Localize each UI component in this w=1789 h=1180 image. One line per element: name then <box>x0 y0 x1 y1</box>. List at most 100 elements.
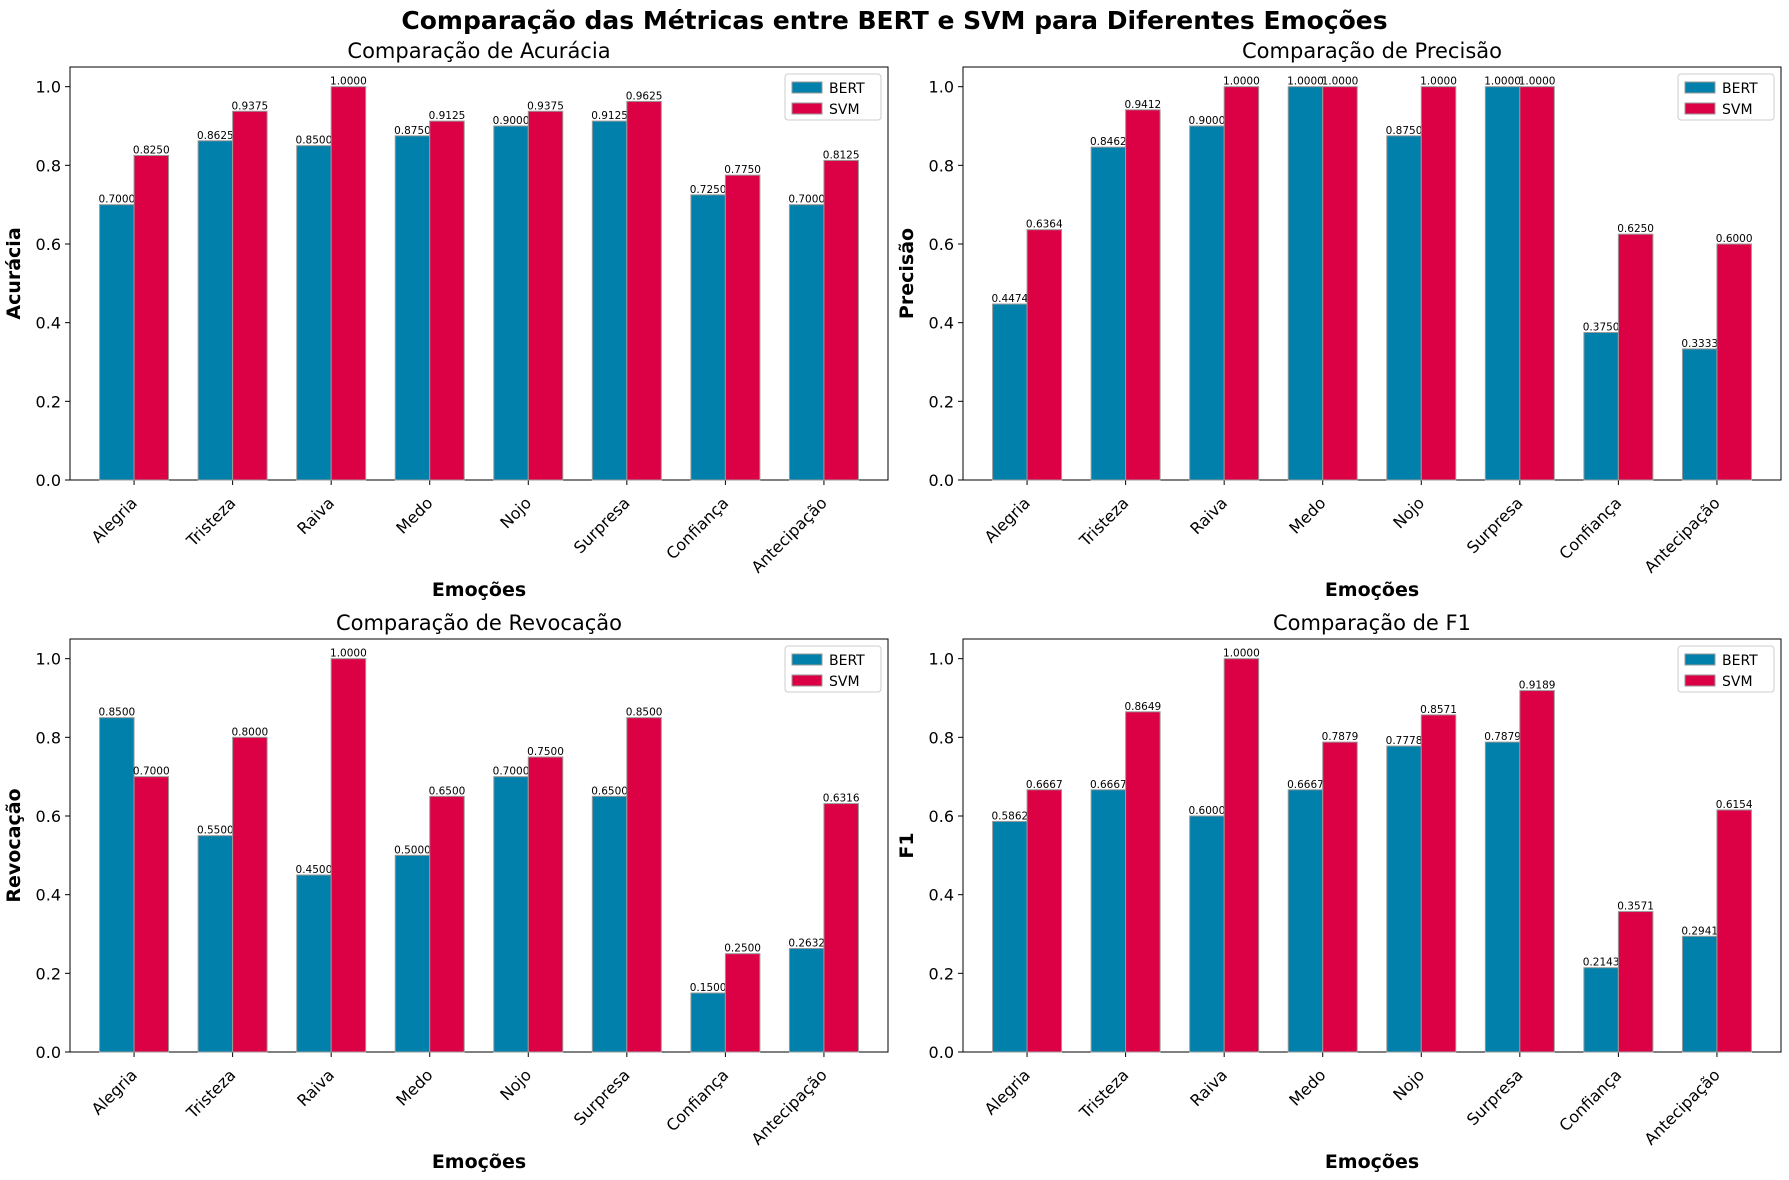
data-label-svm: 0.6250 <box>1617 223 1654 235</box>
data-label-bert: 0.6667 <box>1287 779 1324 791</box>
y-tick-label: 0.2 <box>929 392 954 411</box>
bar-svm <box>133 155 170 481</box>
data-label-svm: 0.6667 <box>1026 779 1063 791</box>
data-label-svm: 0.9189 <box>1519 680 1556 692</box>
x-tick-label: Surpresa <box>570 1065 634 1129</box>
bar-svm <box>1223 658 1260 1053</box>
x-tick-label: Alegria <box>88 1065 141 1118</box>
x-axis-label: Emoções <box>432 1151 526 1173</box>
subplot-title: Comparação de Revocação <box>336 611 622 635</box>
y-tick-label: 0.6 <box>929 807 954 826</box>
y-tick-label: 0.6 <box>36 807 61 826</box>
x-tick-label: Alegria <box>981 1065 1034 1118</box>
data-label-svm: 1.0000 <box>1420 76 1457 88</box>
data-label-bert: 0.8750 <box>1386 125 1423 137</box>
data-label-bert: 0.5862 <box>991 810 1028 822</box>
x-tick-label: Raiva <box>293 1065 338 1110</box>
x-axis-label: Emoções <box>432 579 526 601</box>
legend-swatch-bert <box>1684 81 1716 94</box>
x-tick-label: Alegria <box>88 493 141 546</box>
x-axis-label: Emoções <box>1325 1151 1419 1173</box>
y-tick-label: 1.0 <box>929 78 954 97</box>
y-tick-label: 0.4 <box>929 886 954 905</box>
legend-label-bert: BERT <box>1722 81 1758 97</box>
bar-svm <box>724 953 761 1053</box>
data-label-bert: 0.8462 <box>1090 136 1127 148</box>
data-label-svm: 1.0000 <box>330 76 367 88</box>
y-tick-label: 1.0 <box>929 650 954 669</box>
data-label-svm: 0.7750 <box>724 164 761 176</box>
x-tick-label: Confiança <box>1555 493 1625 563</box>
bar-svm <box>429 120 465 481</box>
subplot-4: Comparação de F1 0.0 0.2 0.4 0.6 0.8 1.0 F1 Emoç… <box>896 611 1782 1173</box>
x-tick-label: Medo <box>392 1065 436 1109</box>
bar-svm <box>1519 690 1555 1053</box>
axes-frame <box>69 66 889 481</box>
bar-bert <box>1681 348 1718 481</box>
legend-swatch-bert <box>1684 653 1716 666</box>
data-label-bert: 0.8500 <box>98 707 135 719</box>
data-label-bert: 0.5000 <box>394 844 431 856</box>
bar-bert <box>1386 135 1422 481</box>
bar-bert <box>1090 146 1127 481</box>
bar-svm <box>527 110 564 481</box>
bar-bert <box>1484 741 1521 1053</box>
data-label-svm: 1.0000 <box>1322 76 1359 88</box>
data-label-svm: 0.6316 <box>823 793 860 805</box>
y-tick-label: 0.0 <box>929 471 954 490</box>
data-label-svm: 0.3571 <box>1617 901 1654 913</box>
y-axis-label: Precisão <box>896 228 918 319</box>
data-label-svm: 0.9412 <box>1124 99 1161 111</box>
bar-bert <box>992 820 1028 1053</box>
legend-swatch-svm <box>791 674 823 687</box>
y-tick-label: 0.2 <box>36 392 61 411</box>
data-label-bert: 0.4474 <box>991 293 1028 305</box>
data-label-bert: 0.1500 <box>690 982 727 994</box>
subplot-title: Comparação de Acurácia <box>347 39 610 63</box>
x-tick-label: Antecipação <box>1640 1065 1723 1148</box>
data-label-bert: 0.9000 <box>493 115 530 127</box>
legend-swatch-svm <box>1684 674 1716 687</box>
x-tick-label: Antecipação <box>747 493 830 576</box>
bar-svm <box>1125 109 1161 481</box>
bar-svm <box>232 736 268 1053</box>
legend-label-svm: SVM <box>1722 674 1753 690</box>
subplot-3: Comparação de Revocação 0.0 0.2 0.4 0.6 0.8 1.… <box>3 611 889 1173</box>
subplot-title: Comparação de Precisão <box>1242 39 1502 63</box>
subplot-title: Comparação de F1 <box>1273 611 1471 635</box>
bar-bert <box>992 303 1028 481</box>
bar-svm <box>724 174 761 481</box>
bar-svm <box>1125 711 1161 1053</box>
x-tick-label: Nojo <box>1389 1065 1428 1104</box>
bar-svm <box>527 756 564 1053</box>
bar-bert <box>690 194 726 481</box>
legend: BERT SVM <box>1677 73 1775 121</box>
bar-svm <box>1420 86 1457 481</box>
bar-svm <box>626 717 662 1053</box>
data-label-svm: 0.8000 <box>231 726 268 738</box>
bar-svm <box>1420 714 1457 1053</box>
y-tick-label: 0.6 <box>36 235 61 254</box>
y-tick-label: 0.8 <box>36 728 61 747</box>
bar-svm <box>330 86 367 481</box>
data-label-bert: 0.6667 <box>1090 779 1127 791</box>
data-label-svm: 1.0000 <box>1519 76 1556 88</box>
x-tick-label: Confiança <box>662 493 732 563</box>
y-tick-label: 0.0 <box>36 471 61 490</box>
data-label-bert: 1.0000 <box>1287 76 1324 88</box>
data-label-bert: 0.6500 <box>591 785 628 797</box>
legend-label-svm: SVM <box>1722 102 1753 118</box>
y-tick-label: 0.8 <box>929 728 954 747</box>
x-tick-label: Nojo <box>1389 493 1428 532</box>
x-tick-label: Medo <box>1285 1065 1329 1109</box>
bar-bert <box>1287 86 1324 481</box>
bar-bert <box>99 204 135 481</box>
data-label-bert: 0.2632 <box>788 937 825 949</box>
x-tick-label: Medo <box>392 493 436 537</box>
y-tick-label: 0.8 <box>929 156 954 175</box>
data-label-svm: 0.6000 <box>1716 233 1753 245</box>
data-label-svm: 1.0000 <box>1223 648 1260 660</box>
bar-bert <box>591 120 628 481</box>
data-label-bert: 0.7879 <box>1484 731 1521 743</box>
bar-svm <box>1026 789 1063 1053</box>
